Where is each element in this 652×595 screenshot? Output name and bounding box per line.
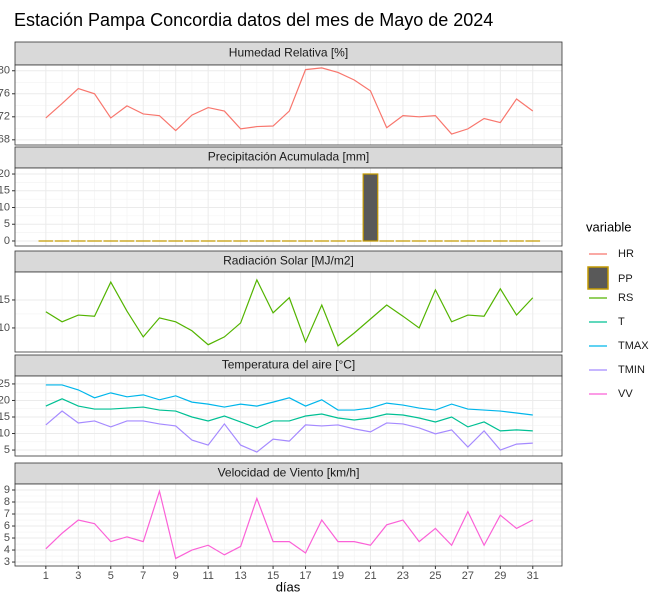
y-tick-label: 15: [0, 185, 10, 197]
y-tick-label: 8: [4, 496, 10, 508]
panel-border: [14, 167, 563, 247]
panel: [15, 168, 562, 246]
y-tick-label: 72: [0, 111, 10, 123]
chart-title: Estación Pampa Concordia datos del mes d…: [14, 10, 493, 30]
y-tick-label: 15: [0, 294, 10, 306]
y-tick-label: 20: [0, 168, 10, 180]
x-tick-label: 23: [397, 570, 409, 582]
y-tick-label: 10: [0, 322, 10, 334]
y-tick-label: 0: [4, 235, 10, 247]
strip-label: Radiación Solar [MJ/m2]: [223, 254, 354, 268]
legend-label: PP: [618, 273, 633, 285]
x-tick-label: 1: [43, 570, 49, 582]
strip-label: Velocidad de Viento [km/h]: [218, 466, 360, 480]
x-tick-label: 31: [527, 570, 539, 582]
panel-border: [14, 375, 563, 457]
y-tick-label: 5: [4, 532, 10, 544]
legend-title: variable: [586, 219, 632, 234]
panel: [15, 272, 562, 352]
x-tick-label: 19: [332, 570, 344, 582]
panel-border: [14, 64, 563, 146]
line: [45, 384, 533, 416]
y-tick-label: 9: [4, 484, 10, 496]
y-tick-label: 4: [4, 544, 10, 556]
y-tick-label: 3: [4, 556, 10, 568]
line: [45, 67, 534, 135]
y-tick-label: 20: [0, 394, 10, 406]
x-axis-title: días: [276, 579, 301, 594]
y-tick-label: 76: [0, 88, 10, 100]
legend-label: VV: [618, 388, 633, 400]
legend-label: HR: [618, 248, 634, 260]
x-tick-label: 17: [299, 570, 311, 582]
legend-label: RS: [618, 292, 633, 304]
legend-key: [587, 266, 609, 290]
strip-label: Humedad Relativa [%]: [229, 46, 348, 60]
y-tick-label: 6: [4, 520, 10, 532]
y-tick-label: 80: [0, 65, 10, 77]
x-tick-label: 27: [462, 570, 474, 582]
x-tick-label: 15: [267, 570, 279, 582]
x-tick-label: 9: [173, 570, 179, 582]
x-tick-label: 21: [364, 570, 376, 582]
x-tick-label: 29: [494, 570, 506, 582]
y-tick-label: 7: [4, 508, 10, 520]
strip-label: Precipitación Acumulada [mm]: [208, 150, 369, 164]
panel-border: [14, 271, 563, 353]
legend-label: T: [618, 316, 625, 328]
y-tick-label: 5: [4, 444, 10, 456]
line: [45, 410, 533, 453]
x-tick-label: 3: [75, 570, 81, 582]
panel: [15, 376, 562, 456]
x-tick-label: 13: [234, 570, 246, 582]
panel-border: [14, 483, 563, 567]
x-tick-label: 25: [429, 570, 441, 582]
panel: [15, 484, 562, 566]
y-tick-label: 15: [0, 411, 10, 423]
y-tick-label: 5: [4, 218, 10, 230]
y-tick-label: 10: [0, 201, 10, 213]
legend-label: TMAX: [618, 340, 649, 352]
y-tick-label: 68: [0, 134, 10, 146]
strip-label: Temperatura del aire [°C]: [222, 358, 356, 372]
line: [45, 398, 533, 432]
x-tick-label: 11: [202, 570, 213, 582]
y-tick-label: 25: [0, 378, 10, 390]
bar: [362, 173, 379, 242]
line: [45, 488, 534, 560]
y-tick-label: 10: [0, 427, 10, 439]
line: [45, 278, 534, 347]
x-tick-label: 5: [108, 570, 114, 582]
x-tick-label: 7: [140, 570, 146, 582]
legend-label: TMIN: [618, 364, 645, 376]
